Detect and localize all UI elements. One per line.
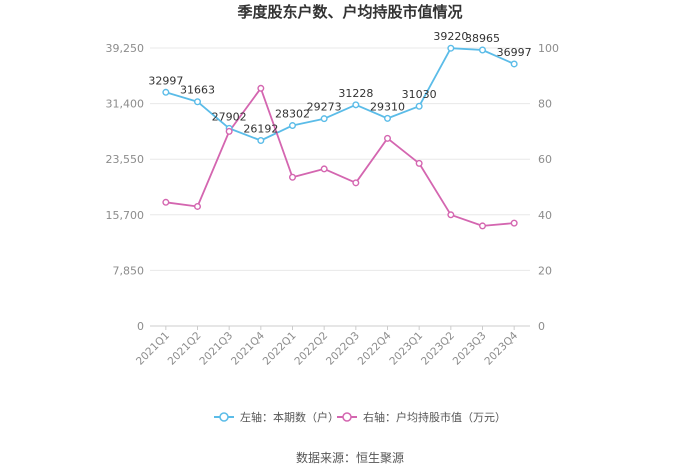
legend-item-right-series[interactable]: 右轴：户均持股市值（万元） xyxy=(337,410,506,424)
series-point-left xyxy=(353,102,359,108)
x-tick-label: 2022Q4 xyxy=(356,329,394,367)
right-tick-label: 20 xyxy=(538,264,552,277)
x-tick-label: 2021Q2 xyxy=(166,330,204,368)
series-point-left xyxy=(321,116,327,122)
x-tick-label: 2023Q4 xyxy=(482,329,520,367)
data-label: 31663 xyxy=(180,84,215,97)
series-points xyxy=(163,45,517,228)
series-point-left xyxy=(511,61,517,67)
left-tick-label: 31,400 xyxy=(106,98,145,111)
x-tick-label: 2022Q1 xyxy=(261,330,299,368)
legend-left-marker xyxy=(220,413,228,421)
series-point-left xyxy=(416,103,422,109)
data-label: 31030 xyxy=(402,88,437,101)
data-label: 29310 xyxy=(370,100,405,113)
x-tick-label: 2022Q3 xyxy=(324,330,362,368)
series-point-left xyxy=(385,116,391,122)
right-tick-label: 80 xyxy=(538,98,552,111)
right-tick-label: 40 xyxy=(538,209,552,222)
series-point-right xyxy=(511,220,517,226)
legend-right-label: 右轴：户均持股市值（万元） xyxy=(363,410,506,424)
series-point-right xyxy=(353,180,359,186)
series-point-left xyxy=(448,45,454,51)
data-label: 39220 xyxy=(433,30,468,43)
series-point-right xyxy=(416,161,422,167)
data-label: 36997 xyxy=(497,46,532,59)
left-tick-label: 7,850 xyxy=(113,264,145,277)
series-point-right xyxy=(385,136,391,142)
legend[interactable]: 左轴：本期数（户） 右轴：户均持股市值（万元） xyxy=(214,410,506,424)
left-tick-label: 0 xyxy=(137,320,144,333)
x-tick-label: 2023Q2 xyxy=(419,330,457,368)
x-tick-label: 2022Q2 xyxy=(292,330,330,368)
x-axis-ticks: 2021Q12021Q22021Q32021Q42022Q12022Q22022… xyxy=(134,326,521,368)
data-label: 38965 xyxy=(465,32,500,45)
series-point-right xyxy=(258,86,264,92)
data-label: 26192 xyxy=(243,122,278,135)
right-tick-label: 0 xyxy=(538,320,545,333)
x-tick-label: 2021Q4 xyxy=(229,329,267,367)
series-lines xyxy=(166,48,514,226)
series-point-left xyxy=(258,138,264,144)
x-tick-label: 2021Q3 xyxy=(197,330,235,368)
left-tick-label: 15,700 xyxy=(106,209,145,222)
right-tick-label: 100 xyxy=(538,42,559,55)
series-point-right xyxy=(290,174,296,180)
right-tick-label: 60 xyxy=(538,153,552,166)
series-point-right xyxy=(321,166,327,172)
legend-item-left-series[interactable]: 左轴：本期数（户） xyxy=(214,410,339,424)
data-label: 31228 xyxy=(338,87,373,100)
x-tick-label: 2023Q1 xyxy=(387,330,425,368)
data-label: 27902 xyxy=(212,110,247,123)
data-label: 28302 xyxy=(275,108,310,121)
series-point-left xyxy=(195,99,201,105)
x-tick-label: 2023Q3 xyxy=(451,330,489,368)
left-tick-label: 39,250 xyxy=(106,42,145,55)
right-axis-ticks: 0 20 40 60 80 100 xyxy=(538,42,559,333)
source-note: 数据来源：恒生聚源 xyxy=(296,450,404,465)
x-tick-label: 2021Q1 xyxy=(134,330,172,368)
left-axis-ticks: 0 7,850 15,700 23,550 31,400 39,250 xyxy=(106,42,145,333)
series-point-left xyxy=(163,89,169,95)
series-point-right xyxy=(480,223,486,229)
series-point-left xyxy=(290,123,296,129)
series-point-right xyxy=(448,212,454,218)
series-point-right xyxy=(195,204,201,210)
chart-title: 季度股东户数、户均持股市值情况 xyxy=(237,3,462,21)
series-point-right xyxy=(163,199,169,205)
legend-right-marker xyxy=(343,413,351,421)
series-point-left xyxy=(480,47,486,53)
left-tick-label: 23,550 xyxy=(106,153,145,166)
series-point-right xyxy=(226,129,232,135)
data-label: 29273 xyxy=(307,101,342,114)
legend-left-label: 左轴：本期数（户） xyxy=(240,410,339,424)
data-label: 32997 xyxy=(148,74,183,87)
